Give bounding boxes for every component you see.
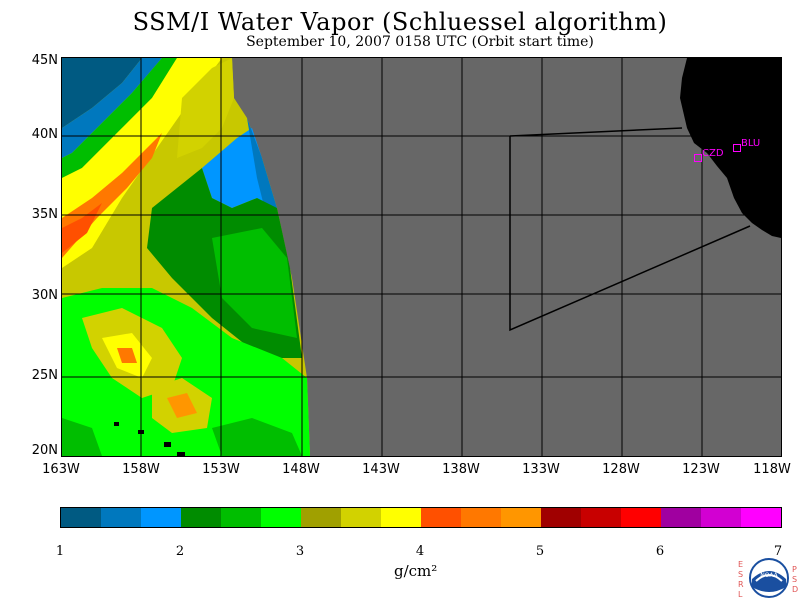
colorbar-segment: [541, 508, 581, 527]
colorbar-segment: [741, 508, 781, 527]
region-outline: [509, 136, 751, 332]
colorbar-tick-7: 7: [773, 544, 783, 559]
colorbar-segment: [61, 508, 101, 527]
lat-label-40n: 40N: [31, 127, 58, 142]
colorbar-segment: [501, 508, 541, 527]
colorbar-segment: [661, 508, 701, 527]
colorbar-tick-6: 6: [655, 544, 665, 559]
noaa-logo-icon: NOAA: [749, 558, 789, 598]
colorbar-tick-2: 2: [175, 544, 185, 559]
colorbar-tick-3: 3: [295, 544, 305, 559]
station-czd-label: CZD: [702, 148, 724, 159]
colorbar-segment: [301, 508, 341, 527]
lat-label-25n: 25N: [31, 368, 58, 383]
colorbar-segment: [101, 508, 141, 527]
lon-label-148w: 148W: [282, 462, 320, 477]
colorbar-tick-4: 4: [415, 544, 425, 559]
region-outline-top: [509, 127, 683, 137]
lon-label-123w: 123W: [682, 462, 720, 477]
map-canvas: [62, 58, 781, 456]
colorbar-segment: [341, 508, 381, 527]
lon-label-118w: 118W: [753, 462, 791, 477]
colorbar-unit: g/cm²: [394, 562, 438, 580]
map-title: SSM/I Water Vapor (Schluessel algorithm): [132, 8, 668, 36]
colorbar-segment: [621, 508, 661, 527]
colorbar-segment: [421, 508, 461, 527]
station-blu-marker: [733, 144, 741, 152]
lon-label-153w: 153W: [202, 462, 240, 477]
lon-label-128w: 128W: [602, 462, 640, 477]
colorbar: [60, 507, 782, 528]
map-subtitle: September 10, 2007 0158 UTC (Orbit start…: [246, 34, 594, 50]
colorbar-tick-5: 5: [535, 544, 545, 559]
colorbar-tick-1: 1: [55, 544, 65, 559]
lat-label-20n: 20N: [31, 443, 58, 458]
colorbar-segment: [261, 508, 301, 527]
station-czd-marker: [694, 154, 702, 162]
lon-label-158w: 158W: [122, 462, 160, 477]
water-vapor-map: CZD BLU: [61, 57, 782, 457]
colorbar-segment: [461, 508, 501, 527]
lon-label-163w: 163W: [42, 462, 80, 477]
lat-label-30n: 30N: [31, 288, 58, 303]
lon-label-133w: 133W: [522, 462, 560, 477]
lat-label-35n: 35N: [31, 207, 58, 222]
lon-label-138w: 138W: [442, 462, 480, 477]
lat-lon-grid: [62, 58, 781, 456]
station-blu-label: BLU: [741, 138, 761, 149]
colorbar-segment: [701, 508, 741, 527]
lon-label-143w: 143W: [362, 462, 400, 477]
colorbar-segment: [181, 508, 221, 527]
colorbar-segment: [581, 508, 621, 527]
colorbar-segment: [221, 508, 261, 527]
land-california: [680, 58, 781, 238]
lat-label-45n: 45N: [31, 53, 58, 68]
svg-text:NOAA: NOAA: [760, 572, 778, 579]
colorbar-segment: [141, 508, 181, 527]
satellite-swath: [62, 58, 310, 456]
colorbar-segment: [381, 508, 421, 527]
